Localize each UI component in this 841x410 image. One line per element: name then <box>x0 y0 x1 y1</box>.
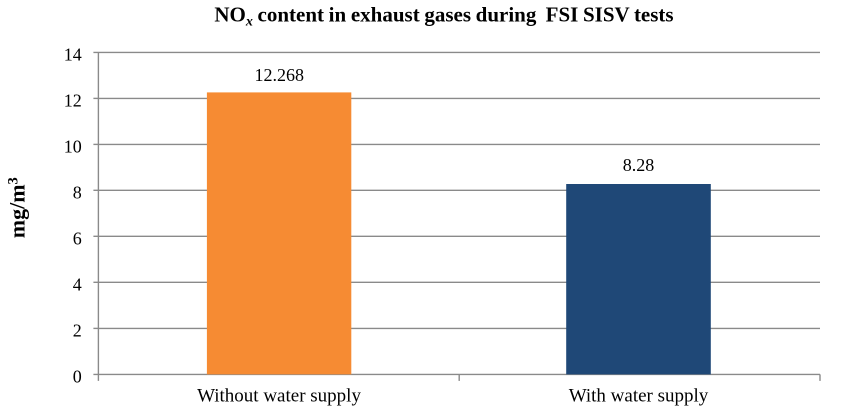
svg-text:NOx content in exhaust gases d: NOx content in exhaust gases during FSI … <box>214 3 673 30</box>
svg-text:2: 2 <box>73 320 82 340</box>
svg-text:12: 12 <box>64 90 82 110</box>
svg-text:4: 4 <box>73 274 82 294</box>
svg-text:10: 10 <box>64 136 82 156</box>
svg-text:14: 14 <box>64 44 82 64</box>
svg-text:mg/m3: mg/m3 <box>4 177 29 238</box>
svg-text:8: 8 <box>73 182 82 202</box>
svg-text:0: 0 <box>73 366 82 386</box>
svg-text:6: 6 <box>73 228 82 248</box>
svg-text:Without water supply: Without water supply <box>197 386 361 407</box>
svg-text:12.268: 12.268 <box>254 65 304 85</box>
svg-text:8.28: 8.28 <box>623 155 655 175</box>
svg-text:With water supply: With water supply <box>569 386 709 407</box>
